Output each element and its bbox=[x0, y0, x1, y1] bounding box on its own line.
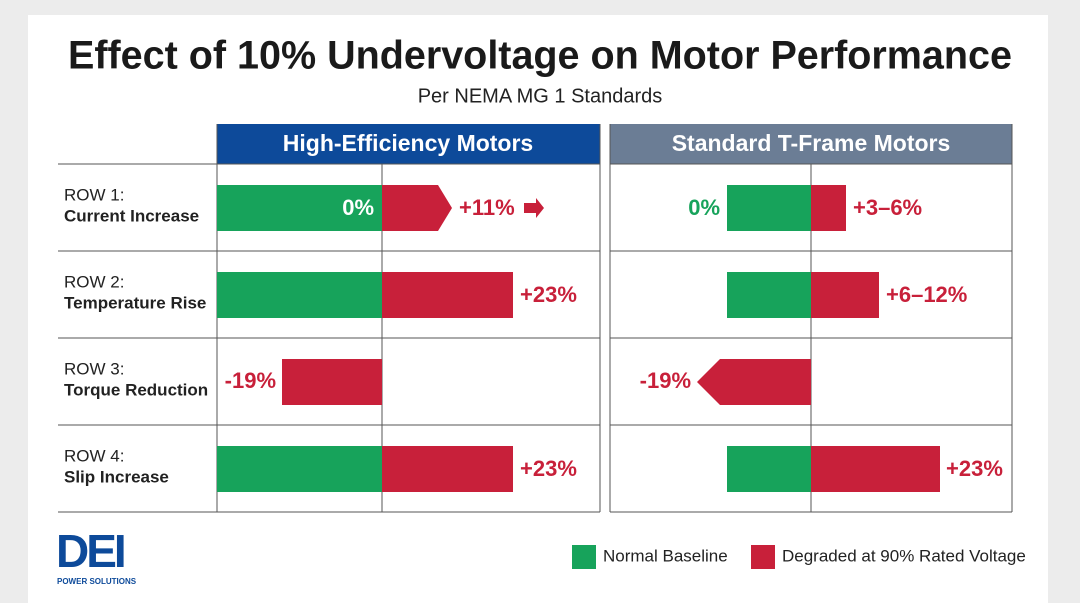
logo-name: DEI bbox=[56, 525, 124, 577]
value-labels: 0% +11% +23% -19% +23% 0% +3–6% +6–12% -… bbox=[225, 195, 1003, 481]
value-label: +23% bbox=[520, 282, 577, 307]
value-label: -19% bbox=[225, 368, 276, 393]
row-number: ROW 4: bbox=[64, 446, 124, 465]
value-label: +23% bbox=[946, 456, 1003, 481]
row-number: ROW 3: bbox=[64, 359, 124, 378]
row-labels: ROW 1: Current Increase ROW 2: Temperatu… bbox=[64, 185, 208, 486]
column-header-bg bbox=[610, 124, 1012, 164]
value-label: +6–12% bbox=[886, 282, 967, 307]
row-number: ROW 2: bbox=[64, 272, 124, 291]
bars bbox=[217, 185, 940, 492]
row-label: Torque Reduction bbox=[64, 380, 208, 399]
value-label: +3–6% bbox=[853, 195, 922, 220]
subtitle: Per NEMA MG 1 Standards bbox=[418, 85, 663, 107]
logo-tagline: POWER SOLUTIONS bbox=[57, 577, 137, 586]
logo: DEI POWER SOLUTIONS bbox=[56, 525, 137, 586]
row-label: Slip Increase bbox=[64, 467, 169, 486]
column-header: High-Efficiency Motors bbox=[283, 130, 533, 156]
legend-swatch bbox=[751, 545, 775, 569]
value-label: 0% bbox=[342, 195, 374, 220]
legend: Normal Baseline Degraded at 90% Rated Vo… bbox=[572, 545, 1026, 569]
title: Effect of 10% Undervoltage on Motor Perf… bbox=[68, 34, 1012, 78]
grid bbox=[58, 124, 1013, 513]
row-label: Temperature Rise bbox=[64, 293, 206, 312]
legend-label: Degraded at 90% Rated Voltage bbox=[782, 546, 1026, 565]
value-label: -19% bbox=[640, 368, 691, 393]
row-label: Current Increase bbox=[64, 206, 199, 225]
legend-swatch bbox=[572, 545, 596, 569]
value-label: 0% bbox=[688, 195, 720, 220]
value-label: +23% bbox=[520, 456, 577, 481]
value-label: +11% bbox=[459, 195, 515, 220]
row-number: ROW 1: bbox=[64, 185, 124, 204]
column-header-bg bbox=[217, 124, 600, 164]
legend-label: Normal Baseline bbox=[603, 546, 728, 565]
column-header: Standard T-Frame Motors bbox=[672, 130, 951, 156]
